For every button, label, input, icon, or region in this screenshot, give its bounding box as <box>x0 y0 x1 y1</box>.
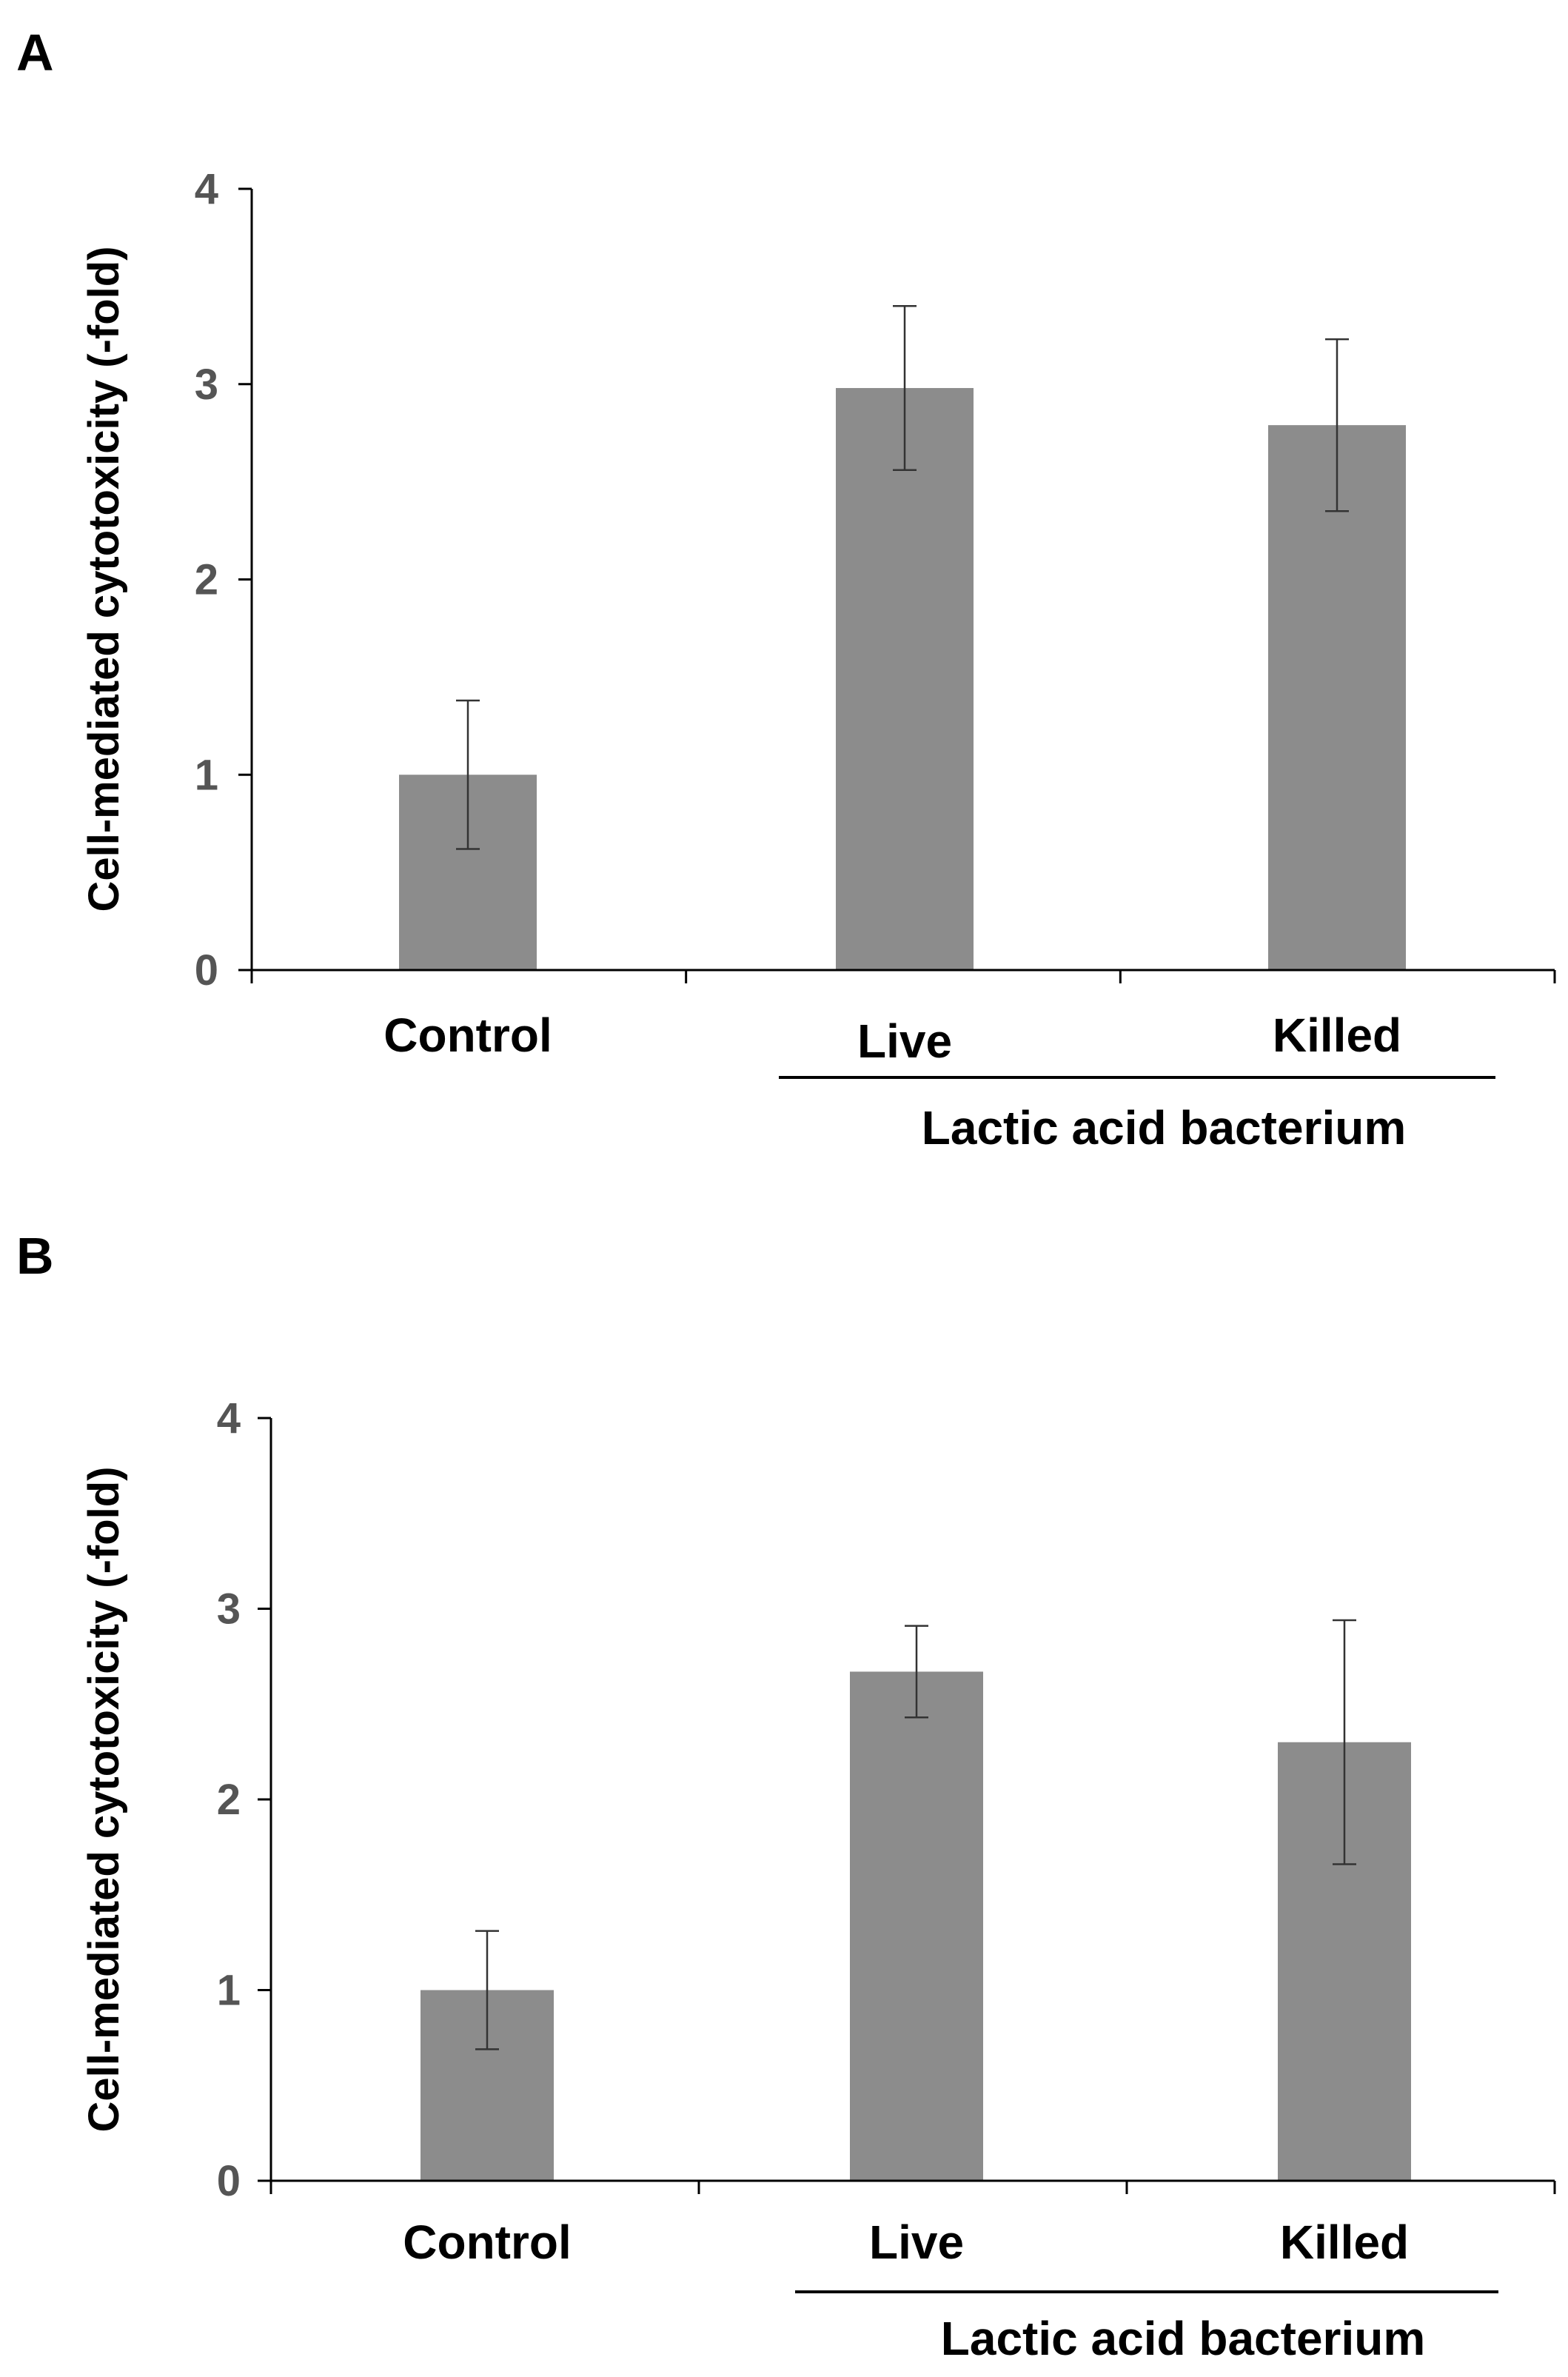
panel-letter: A <box>16 24 54 81</box>
y-tick-label: 0 <box>217 2157 241 2205</box>
y-tick-label: 4 <box>195 165 218 213</box>
error-bar-killed <box>1333 1619 1356 1865</box>
bar-killed <box>1268 425 1406 970</box>
x-tick-label: Killed <box>1273 1009 1401 1062</box>
y-axis-title: Cell-mediated cytotoxicity (-fold) <box>80 246 128 912</box>
y-tick-label: 1 <box>217 1967 241 2015</box>
chart-panel-a: A Cell-mediated cytotoxicity (-fold) 0 1 2 3 4… <box>16 24 1556 1154</box>
x-tick-label: Live <box>869 2216 964 2269</box>
error-bar-control <box>456 699 480 850</box>
error-bar-killed <box>1325 338 1349 512</box>
error-bar-live <box>905 1625 928 1719</box>
bar-live <box>836 388 974 970</box>
error-bar-control <box>475 1930 499 2050</box>
y-tick-label: 3 <box>217 1585 241 1634</box>
y-tick-label: 0 <box>195 946 218 994</box>
x-tick-label: Control <box>403 2216 572 2269</box>
bar-live <box>850 1671 983 2181</box>
group-label: Lactic acid bacterium <box>922 1101 1406 1154</box>
y-tick-label: 1 <box>195 751 218 799</box>
y-tick-label: 3 <box>195 361 218 409</box>
x-tick-label: Live <box>857 1014 952 1068</box>
error-bar-live <box>893 305 917 472</box>
y-tick-label: 4 <box>217 1394 241 1442</box>
y-tick-label: 2 <box>195 556 218 604</box>
y-tick-label: 2 <box>217 1776 241 1824</box>
x-tick-label: Control <box>383 1009 552 1062</box>
y-axis-title: Cell-mediated cytotoxicity (-fold) <box>80 1466 128 2132</box>
panel-letter: B <box>16 1227 54 1285</box>
chart-panel-b: B Cell-mediated cytotoxicity (-fold) 0 1 2 3 4… <box>16 1227 1556 2365</box>
x-tick-label: Killed <box>1280 2216 1409 2269</box>
group-label: Lactic acid bacterium <box>941 2312 1425 2365</box>
